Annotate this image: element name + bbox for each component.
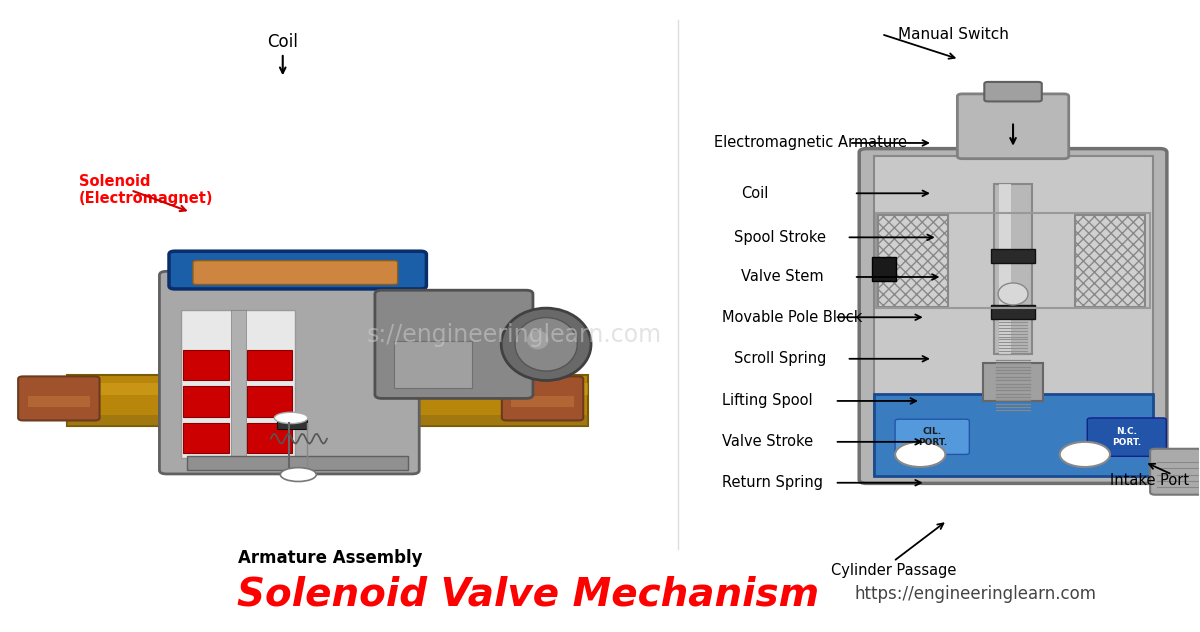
Bar [277, 420, 307, 429]
Bar [187, 456, 408, 470]
Bar [28, 396, 90, 407]
Text: Electromagnetic Armature: Electromagnetic Armature [714, 135, 907, 150]
FancyBboxPatch shape [502, 377, 583, 420]
Ellipse shape [527, 331, 548, 349]
Text: Valve Stem: Valve Stem [742, 269, 824, 284]
Text: Cylinder Passage: Cylinder Passage [830, 563, 956, 578]
Bar [991, 248, 1034, 262]
Bar [872, 257, 896, 281]
Text: s://engineeringlearn.com: s://engineeringlearn.com [366, 323, 661, 347]
Text: Solenoid
(Electromagnet): Solenoid (Electromagnet) [79, 174, 214, 207]
Bar [874, 394, 1152, 476]
Text: Intake Port: Intake Port [1110, 473, 1189, 489]
FancyBboxPatch shape [1150, 449, 1200, 495]
FancyBboxPatch shape [18, 377, 100, 420]
FancyBboxPatch shape [859, 149, 1166, 483]
Bar [67, 384, 588, 394]
Text: Lifting Spool: Lifting Spool [722, 394, 812, 408]
Bar [184, 423, 229, 453]
Bar [67, 375, 588, 426]
FancyBboxPatch shape [984, 82, 1042, 101]
Bar [184, 350, 229, 380]
FancyBboxPatch shape [193, 260, 397, 284]
FancyBboxPatch shape [958, 94, 1069, 159]
Bar [878, 216, 948, 307]
Bar [994, 184, 1032, 354]
Text: Coil: Coil [268, 33, 298, 51]
Bar [247, 350, 293, 380]
Text: Solenoid Valve Mechanism: Solenoid Valve Mechanism [238, 575, 820, 613]
Bar [181, 310, 295, 458]
Ellipse shape [1060, 442, 1110, 467]
Bar [247, 423, 293, 453]
Text: N.C.
PORT.: N.C. PORT. [1112, 427, 1141, 447]
Bar [874, 156, 1152, 476]
Bar [67, 415, 588, 426]
Text: Armature Assembly: Armature Assembly [239, 549, 422, 568]
FancyBboxPatch shape [169, 251, 426, 289]
Bar [983, 363, 1043, 401]
FancyBboxPatch shape [160, 271, 419, 474]
Bar [511, 396, 574, 407]
Text: Coil: Coil [742, 186, 769, 201]
Ellipse shape [502, 308, 592, 380]
Bar [998, 184, 1010, 354]
FancyBboxPatch shape [374, 290, 533, 398]
Ellipse shape [515, 317, 577, 371]
Text: Return Spring: Return Spring [722, 475, 823, 490]
FancyBboxPatch shape [895, 419, 970, 454]
Bar [184, 387, 229, 416]
Ellipse shape [281, 468, 317, 482]
Ellipse shape [998, 283, 1028, 305]
Bar [394, 341, 472, 388]
Bar [991, 305, 1034, 319]
Bar [1075, 216, 1145, 307]
Bar [232, 310, 246, 458]
Bar [876, 213, 1150, 308]
Ellipse shape [275, 412, 308, 423]
Text: Spool Stroke: Spool Stroke [734, 230, 826, 245]
FancyBboxPatch shape [1087, 418, 1166, 456]
Text: https://engineeringlearn.com: https://engineeringlearn.com [854, 585, 1097, 603]
Text: Valve Stroke: Valve Stroke [722, 434, 814, 449]
Bar [247, 387, 293, 416]
Text: Movable Pole Block: Movable Pole Block [722, 310, 863, 325]
Text: Scroll Spring: Scroll Spring [734, 351, 827, 367]
Ellipse shape [895, 442, 946, 467]
Text: CIL.
PORT.: CIL. PORT. [918, 427, 947, 447]
Text: Manual Switch: Manual Switch [898, 27, 1009, 42]
